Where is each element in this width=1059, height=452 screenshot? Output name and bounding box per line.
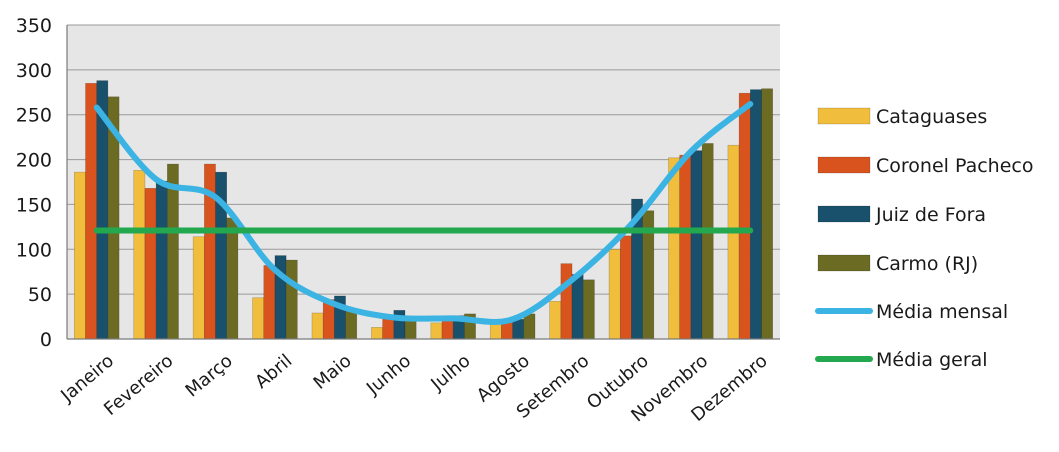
bar-coronel-pacheco-3 [263,265,276,340]
y-tick-label: 300 [16,60,52,82]
legend-label: Juiz de Fora [875,204,986,226]
bar-coronel-pacheco-8 [560,263,573,340]
line-m-dia-mensal [93,100,754,325]
bar-cataguases-5 [371,327,383,340]
legend-swatch [817,254,871,272]
bar-juiz-de-fora-7 [512,318,525,340]
plot-area [67,25,780,339]
bar-cataguases-6 [430,322,443,340]
legend-label: Cataguases [876,106,987,128]
bar-carmo-rj--2 [226,217,239,340]
bar-cataguases-2 [192,236,205,340]
bar-juiz-de-fora-8 [571,274,584,340]
x-tick-label: Março [182,350,237,401]
bar-juiz-de-fora-11 [749,89,762,340]
bar-cataguases-8 [549,301,562,340]
x-tick-label: Abril [251,350,296,393]
bar-juiz-de-fora-1 [155,180,168,340]
x-tick-label: Maio [310,350,356,393]
bar-cataguases-1 [133,170,146,340]
x-tick-label: Julho [426,350,474,395]
y-tick-label: 200 [16,150,52,172]
bar-cataguases-9 [608,248,621,340]
bar-coronel-pacheco-10 [679,154,692,340]
bar-cataguases-4 [311,312,324,340]
legend-swatch [817,107,871,125]
y-tick-label: 250 [16,105,52,127]
legend-swatch [817,156,871,174]
bar-cataguases-0 [74,171,86,340]
bar-cataguases-3 [252,297,265,340]
bar-coronel-pacheco-6 [441,320,454,340]
gridlines [67,24,780,295]
bar-carmo-rj--7 [523,313,536,340]
legend-label: Média geral [876,349,988,371]
y-tick-label: 150 [16,194,52,216]
legend-label: Média mensal [876,301,1008,323]
lines [93,100,754,325]
y-tick-label: 50 [28,284,52,306]
legend: Cataguases Coronel Pacheco Juiz de Fora Car… [815,106,1033,371]
bar-carmo-rj--11 [761,88,773,340]
bar-coronel-pacheco-1 [144,187,157,340]
bar-juiz-de-fora-10 [690,150,703,340]
bar-carmo-rj--3 [285,259,298,340]
bar-cataguases-11 [727,144,740,340]
bar-coronel-pacheco-9 [619,235,632,340]
legend-label: Carmo (RJ) [876,253,978,275]
bar-juiz-de-fora-5 [393,309,406,340]
legend-swatch [817,205,871,223]
bar-coronel-pacheco-11 [738,92,751,340]
bar-coronel-pacheco-7 [501,322,513,340]
y-tick-label: 0 [40,329,52,351]
bar-coronel-pacheco-0 [85,83,98,340]
y-tick-label: 350 [16,15,52,37]
y-tick-label: 100 [16,239,52,261]
bars [74,80,773,340]
bar-carmo-rj--8 [582,279,595,340]
bar-carmo-rj--10 [701,143,714,340]
x-tick-label: Junho [362,350,415,399]
legend-label: Coronel Pacheco [876,155,1033,177]
bar-cataguases-10 [668,157,680,340]
